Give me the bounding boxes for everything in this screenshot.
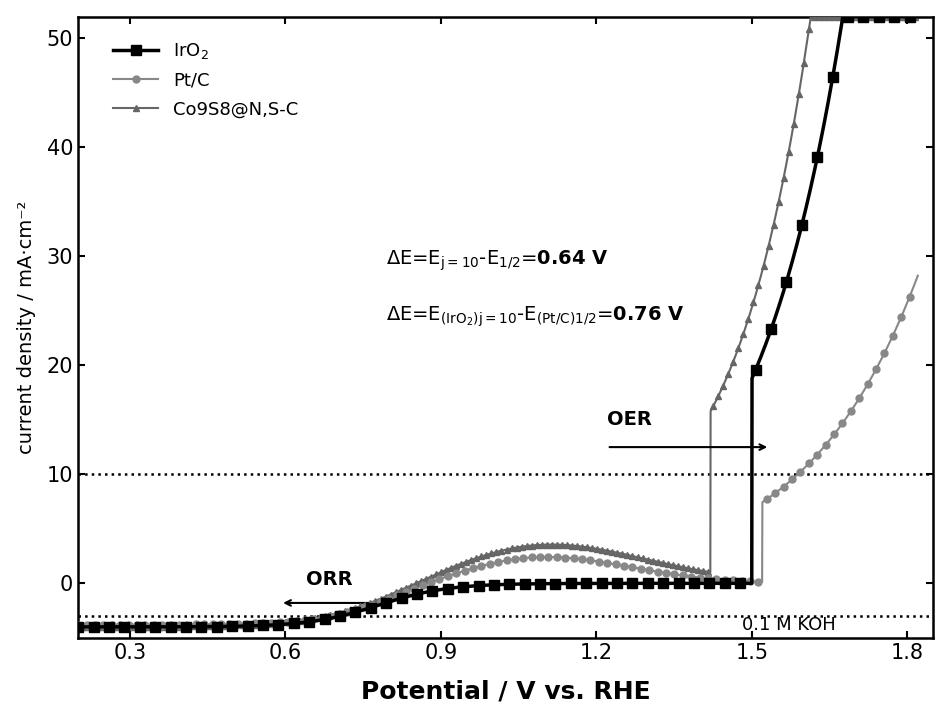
Text: ORR: ORR: [306, 570, 352, 590]
Legend: IrO$_2$, Pt/C, Co9S8@N,S-C: IrO$_2$, Pt/C, Co9S8@N,S-C: [104, 32, 307, 127]
Text: OER: OER: [607, 410, 652, 429]
Text: $\Delta$E=E$_{\mathregular{(IrO_2)j=10}}$-E$_{\mathregular{(Pt/C)1/2}}$=$\bf{0.7: $\Delta$E=E$_{\mathregular{(IrO_2)j=10}}…: [386, 305, 684, 329]
X-axis label: Potential / V vs. RHE: Potential / V vs. RHE: [361, 680, 651, 703]
Text: 0.1 M KOH: 0.1 M KOH: [742, 616, 835, 634]
Y-axis label: current density / mA·cm⁻²: current density / mA·cm⁻²: [17, 201, 36, 454]
Text: $\Delta$E=E$_{\mathregular{j=10}}$-E$_{\mathregular{1/2}}$=$\bf{0.64\ V}$: $\Delta$E=E$_{\mathregular{j=10}}$-E$_{\…: [386, 249, 608, 274]
